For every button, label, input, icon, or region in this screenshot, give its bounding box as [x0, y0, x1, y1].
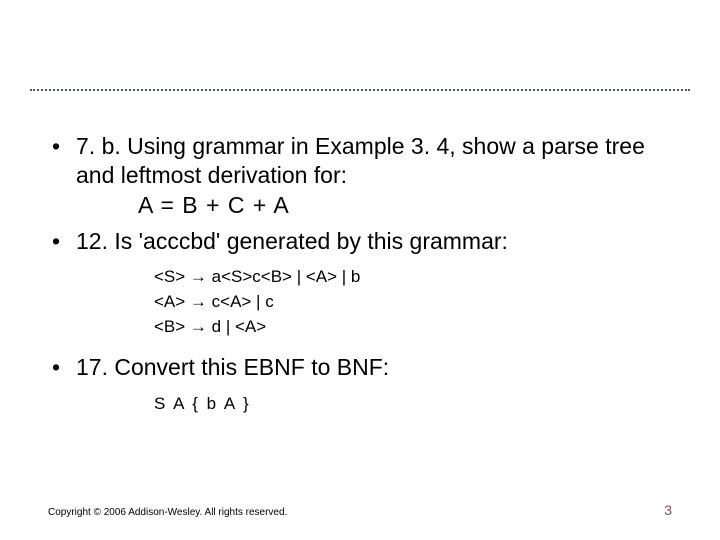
bullet-2-text: 12. Is 'acccbd' generated by this gramma…	[76, 228, 508, 254]
copyright-text: Copyright © 2006 Addison-Wesley. All rig…	[48, 507, 287, 518]
bullet-item-2: 12. Is 'acccbd' generated by this gramma…	[48, 227, 672, 340]
ebnf-rule-1: S A { b A }	[154, 392, 672, 417]
slide: 7. b. Using grammar in Example 3. 4, sho…	[0, 0, 720, 540]
divider-rule	[30, 89, 690, 91]
bullet-1-equation: A = B + C + A	[76, 190, 672, 221]
bullet-item-3: 17. Convert this EBNF to BNF: S A { b A …	[48, 353, 672, 416]
bullet-3-text: 17. Convert this EBNF to BNF:	[76, 354, 389, 380]
bullet-1-text: 7. b. Using grammar in Example 3. 4, sho…	[76, 133, 645, 188]
bullet-list: 7. b. Using grammar in Example 3. 4, sho…	[48, 132, 672, 417]
grammar-rules-block: <S> → a<S>c<B> | <A> | b <A> → c<A> | c …	[76, 265, 672, 339]
ebnf-rules-block: S A { b A }	[76, 392, 672, 417]
page-number: 3	[664, 502, 672, 518]
grammar-rule-1: <S> → a<S>c<B> | <A> | b	[154, 265, 672, 290]
content-area: 7. b. Using grammar in Example 3. 4, sho…	[48, 132, 672, 423]
footer: Copyright © 2006 Addison-Wesley. All rig…	[48, 502, 672, 518]
bullet-item-1: 7. b. Using grammar in Example 3. 4, sho…	[48, 132, 672, 221]
grammar-rule-3: <B> → d | <A>	[154, 315, 672, 340]
grammar-rule-2: <A> → c<A> | c	[154, 290, 672, 315]
